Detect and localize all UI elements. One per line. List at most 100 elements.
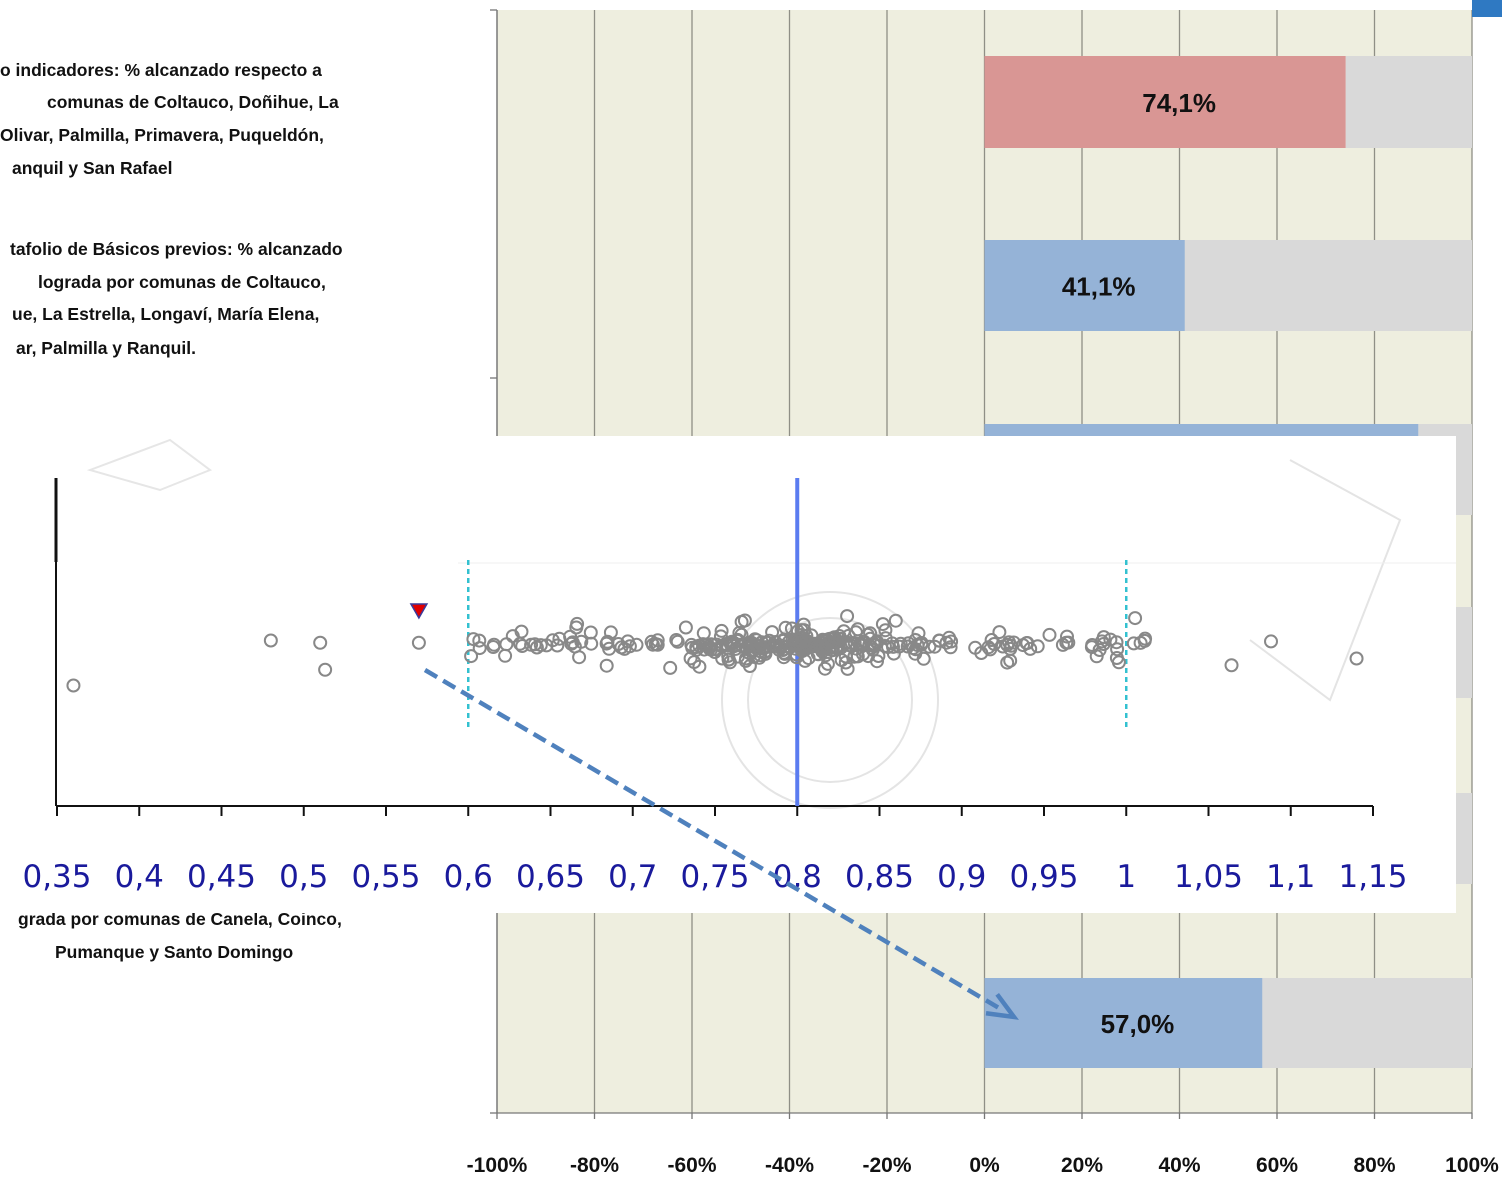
data-point <box>669 633 684 647</box>
data-point <box>1003 653 1018 668</box>
annotation-line: anquil y San Rafael <box>12 158 172 178</box>
data-point <box>815 642 829 657</box>
data-point <box>1264 634 1279 649</box>
bar-data-label: 41,1% <box>1062 272 1136 302</box>
data-point <box>992 625 1007 640</box>
x-tick-label: 1,05 <box>1174 859 1243 895</box>
data-point <box>663 660 678 675</box>
data-point <box>981 640 996 655</box>
data-point <box>1109 635 1124 650</box>
data-point <box>875 617 890 632</box>
data-point <box>714 623 729 638</box>
data-point <box>563 629 578 644</box>
data-point <box>910 638 925 652</box>
annotation-line: Olivar, Palmilla, Primavera, Puqueldón, <box>0 125 324 145</box>
x-tick-label: 1,1 <box>1266 859 1315 895</box>
bar-chart-x-ticks: -100% -80% -60% -40% -20% 0% 20% 40% 60% 80% 100% <box>467 1113 1499 1177</box>
data-point <box>792 633 806 648</box>
annotation-line: ar, Palmilla y Ranquil. <box>16 338 196 358</box>
x-tick-label: 0,85 <box>845 859 914 895</box>
data-point <box>900 639 915 654</box>
x-tick-label: 0,95 <box>1009 859 1078 895</box>
data-point <box>1059 635 1074 650</box>
x-tick-label: 0,4 <box>115 859 164 895</box>
data-point <box>66 678 81 693</box>
data-point <box>683 651 698 666</box>
arrow-shaft <box>423 668 1006 1013</box>
watermark <box>86 438 1456 809</box>
data-point <box>1016 638 1030 653</box>
data-point <box>696 626 711 641</box>
data-point <box>1128 611 1143 626</box>
watermark-shape <box>86 438 213 492</box>
data-point <box>730 633 745 648</box>
pointer-arrow <box>423 668 1019 1020</box>
watermark-ring <box>721 591 939 809</box>
data-point <box>692 638 707 653</box>
data-point <box>732 625 747 640</box>
data-point <box>599 658 614 673</box>
data-point <box>313 635 328 650</box>
data-point <box>539 638 554 653</box>
data-point <box>840 609 855 624</box>
annotation-line: tafolio de Básicos previos: % alcanzado <box>10 239 343 259</box>
data-point <box>622 639 637 654</box>
data-point <box>748 632 762 647</box>
data-point <box>862 638 877 653</box>
data-point <box>1224 658 1239 673</box>
data-point <box>1126 636 1141 651</box>
bar-remainder <box>1345 56 1472 148</box>
data-point <box>850 649 865 664</box>
x-tick-label: 20% <box>1061 1154 1103 1177</box>
watermark-shape <box>1249 459 1402 702</box>
data-point <box>878 623 893 638</box>
bar <box>984 240 1185 331</box>
x-tick-label: -80% <box>570 1154 619 1177</box>
data-point <box>757 644 772 659</box>
annotation-line: grada por comunas de Canela, Coinco, <box>18 909 342 929</box>
data-point <box>685 640 700 655</box>
data-point <box>648 637 663 652</box>
data-point <box>840 661 855 676</box>
dot-plot-panel: 0,35 0,4 0,45 0,5 0,55 0,6 0,65 0,7 0,75 0,8 0,85 0… <box>0 436 1456 913</box>
bar <box>984 56 1346 148</box>
data-point <box>742 659 757 673</box>
x-tick-label: 0,75 <box>680 859 749 895</box>
data-point <box>932 633 947 648</box>
data-point <box>670 634 685 649</box>
data-point <box>692 659 707 674</box>
data-point <box>614 640 629 655</box>
annotation-line: Pumanque y Santo Domingo <box>55 942 293 962</box>
data-point <box>678 620 693 635</box>
data-point <box>1030 639 1045 654</box>
data-point <box>318 662 333 677</box>
data-point <box>888 613 903 628</box>
dot-plot-background <box>0 436 1456 913</box>
bar-data-label: 57,0% <box>1101 1009 1175 1039</box>
x-tick-label: 0,6 <box>444 859 493 895</box>
data-point <box>707 645 722 659</box>
data-point <box>1042 627 1057 642</box>
data-point <box>1060 629 1074 644</box>
x-tick-label: 80% <box>1353 1154 1395 1177</box>
highlight-marker <box>409 603 429 620</box>
bar-remainder <box>1456 607 1472 698</box>
data-point <box>847 636 862 650</box>
data-point <box>513 636 527 651</box>
data-point <box>464 649 479 664</box>
x-tick-label: 0,45 <box>187 859 256 895</box>
data-point <box>713 629 728 644</box>
x-tick-label: 1,15 <box>1338 859 1407 895</box>
data-point <box>1133 635 1148 650</box>
x-tick-label: 0,55 <box>351 859 420 895</box>
annotation-line: ue, La Estrella, Longaví, María Elena, <box>12 304 319 324</box>
data-point <box>466 632 481 647</box>
data-point <box>877 639 892 653</box>
data-point <box>942 630 957 645</box>
x-tick-label: 0,65 <box>516 859 585 895</box>
watermark-ring <box>747 617 913 783</box>
dot-plot-x-ticks: 0,35 0,4 0,45 0,5 0,55 0,6 0,65 0,7 0,75 0,8 0,85 0… <box>22 806 1408 895</box>
bar-remainder <box>1262 978 1472 1068</box>
bar-remainder <box>1456 793 1472 884</box>
